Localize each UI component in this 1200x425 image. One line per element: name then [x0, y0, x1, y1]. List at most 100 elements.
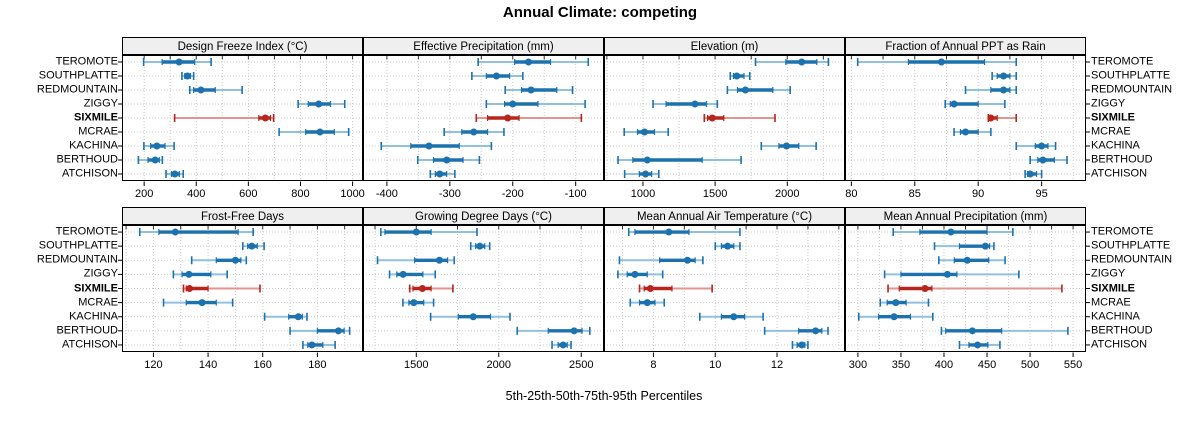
panel-border — [363, 55, 604, 181]
median-dot — [436, 170, 444, 178]
percentile-row-southplatte — [933, 242, 995, 251]
median-dot — [947, 228, 955, 236]
station-label-atchison-right: ATCHISON — [1091, 338, 1148, 351]
percentile-row-berthoud — [763, 326, 829, 335]
strip-header — [845, 207, 1086, 225]
percentile-row-southplatte — [241, 242, 265, 251]
axis-tick-label: 300 — [849, 359, 867, 371]
median-dot — [643, 299, 651, 307]
median-dot — [418, 285, 426, 292]
percentile-row-atchison — [429, 170, 456, 178]
percentile-row-kachina — [263, 312, 308, 321]
axis-tick-label: 400 — [935, 359, 953, 371]
median-dot — [643, 156, 651, 164]
percentile-row-mcrae — [278, 128, 350, 136]
strip-title: Mean Annual Precipitation (mm) — [884, 211, 1048, 223]
median-dot — [198, 299, 206, 307]
percentile-row-redmountain — [188, 86, 243, 94]
percentile-row-sixmile — [173, 114, 275, 122]
percentile-row-kachina — [143, 142, 175, 150]
station-label-ziggy-right: ZIGGY — [1091, 97, 1126, 110]
percentile-row-mcrae — [629, 298, 666, 307]
percentile-row-kachina — [857, 312, 934, 321]
panel-border — [845, 225, 1086, 352]
percentile-row-teromote — [138, 228, 254, 237]
median-dot — [183, 72, 191, 80]
axis-tick-label: 10 — [709, 359, 721, 371]
panel-border — [122, 225, 363, 352]
median-dot — [185, 285, 193, 292]
median-dot — [527, 86, 535, 94]
panel-effective-precipitation-mm: Effective Precipitation (mm) -400 -300 -200… — [363, 37, 604, 200]
percentile-row-teromote — [380, 228, 478, 237]
panel-elevation-m: Elevation (m) 1000 1500 2000 — [604, 37, 845, 200]
station-label-mcrae-left: MCRAE — [78, 125, 118, 138]
station-label-ziggy-left: ZIGGY — [83, 267, 118, 280]
percentile-row-mcrae — [879, 298, 930, 307]
station-label-redmountain-right: REDMOUNTAIN — [1091, 253, 1173, 266]
median-dot — [175, 58, 183, 66]
station-label-ziggy-left: ZIGGY — [83, 97, 118, 110]
strip-header — [845, 37, 1086, 55]
median-dot — [399, 270, 407, 278]
axis-tick-label: 180 — [308, 359, 326, 371]
percentile-row-ziggy — [297, 100, 346, 108]
median-dot — [890, 313, 898, 321]
percentile-row-atchison — [623, 170, 660, 178]
median-dot — [435, 256, 443, 264]
percentile-row-redmountain — [376, 256, 456, 265]
station-label-mcrae-left: MCRAE — [78, 296, 118, 309]
percentile-row-atchison — [791, 340, 809, 349]
station-label-southplatte-left: SOUTHPLATTE — [38, 239, 118, 252]
panel-mean-annual-air-temperature-c: Mean Annual Air Temperature (°C) 8 10 12 — [604, 207, 845, 371]
station-label-sixmile-left: SIXMILE — [73, 111, 118, 124]
percentile-row-redmountain — [964, 86, 1018, 94]
percentile-row-southplatte — [469, 242, 491, 251]
median-dot — [308, 341, 316, 349]
strip-title: Mean Annual Air Temperature (°C) — [637, 211, 812, 223]
percentile-row-kachina — [698, 312, 764, 321]
percentile-row-sixmile — [703, 114, 776, 122]
strip-title: Elevation (m) — [691, 41, 759, 53]
strip-title: Growing Degree Days (°C) — [415, 211, 552, 223]
axis-tick-label: 8 — [650, 359, 656, 371]
median-dot — [410, 299, 418, 307]
panel-growing-degree-days-c: Growing Degree Days (°C) 1500 2000 2500 — [363, 207, 604, 371]
axis-tick-label: -200 — [502, 188, 524, 200]
median-dot — [412, 228, 420, 236]
median-dot — [921, 285, 929, 292]
median-dot — [631, 270, 639, 278]
percentile-row-southplatte — [714, 242, 741, 251]
station-label-mcrae-right: MCRAE — [1091, 125, 1131, 138]
median-dot — [231, 256, 239, 264]
axis-tick-label: 1000 — [631, 188, 655, 200]
median-dot — [570, 327, 578, 335]
station-label-teromote-left: TEROMOTE — [55, 55, 118, 68]
median-dot — [334, 327, 342, 335]
median-dot — [524, 58, 532, 66]
median-dot — [315, 100, 323, 108]
station-label-berthoud-left: BERTHOUD — [56, 153, 118, 166]
median-dot — [425, 142, 433, 150]
median-dot — [968, 327, 976, 335]
percentile-row-redmountain — [726, 86, 791, 94]
median-dot — [171, 228, 179, 236]
median-dot — [294, 313, 302, 321]
station-label-redmountain-right: REDMOUNTAIN — [1091, 83, 1173, 96]
strip-title: Design Freeze Index (°C) — [178, 41, 308, 53]
station-label-teromote-right: TEROMOTE — [1091, 225, 1154, 238]
axis-tick-label: 160 — [254, 359, 272, 371]
station-label-berthoud-right: BERTHOUD — [1091, 153, 1153, 166]
percentile-row-berthoud — [416, 156, 481, 164]
axis-tick-label: 2500 — [569, 359, 593, 371]
median-dot — [509, 100, 517, 108]
panel-border — [122, 55, 363, 181]
percentile-row-kachina — [429, 312, 511, 321]
percentile-row-berthoud — [1029, 156, 1068, 164]
percentile-row-kachina — [1015, 142, 1057, 150]
strip-title: Frost-Free Days — [201, 211, 284, 223]
axis-tick-label: 1500 — [703, 188, 727, 200]
axis-tick-label: 2000 — [487, 359, 511, 371]
median-dot — [197, 86, 205, 94]
percentile-row-berthoud — [516, 326, 591, 335]
